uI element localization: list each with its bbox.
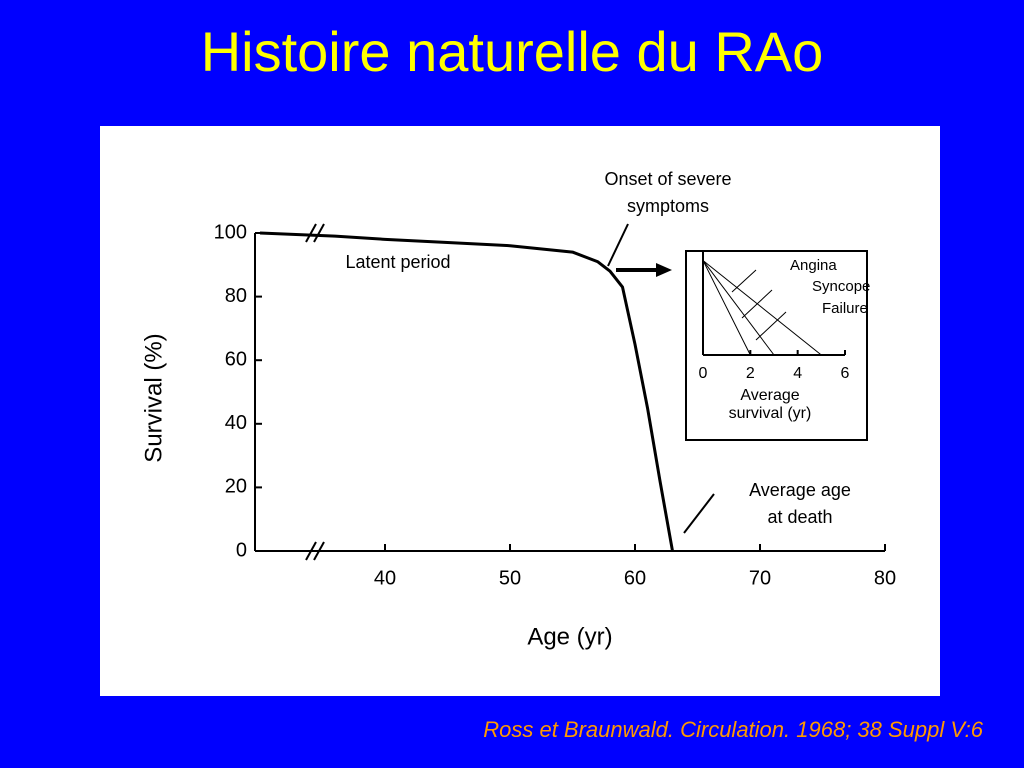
annotation: Average age (749, 480, 851, 500)
data-line (702, 260, 822, 356)
citation: Ross et Braunwald. Circulation. 1968; 38… (483, 717, 984, 742)
series-label: Angina (790, 257, 837, 274)
annotation-pointer (683, 493, 715, 534)
y-tick-label: 60 (225, 348, 247, 370)
x-tick-label: 60 (624, 567, 646, 589)
y-axis-label: Survival (%) (140, 333, 167, 462)
data-line (259, 231, 674, 552)
annotation: at death (767, 507, 832, 527)
x-tick-label: 40 (374, 567, 396, 589)
inset-box (685, 250, 868, 441)
data-line (702, 260, 775, 356)
annotation: Onset of severe (604, 169, 731, 189)
x-axis-label: Age (yr) (527, 623, 612, 650)
y-tick-label: 0 (236, 539, 247, 561)
x-tick-label: 70 (749, 567, 771, 589)
x-tick-label: 0 (699, 365, 708, 382)
x-axis-label: Average (740, 387, 799, 404)
series-label: Failure (822, 300, 868, 317)
y-tick-label: 100 (214, 221, 247, 243)
x-tick-label: 50 (499, 567, 521, 589)
x-tick-label: 6 (841, 365, 850, 382)
y-tick-label: 20 (225, 476, 247, 498)
x-tick-label: 80 (874, 567, 896, 589)
x-tick-label: 2 (746, 365, 755, 382)
annotation: symptoms (627, 196, 709, 216)
arrow-head (656, 263, 672, 277)
x-tick-label: 4 (793, 365, 802, 382)
series-label: Syncope (812, 278, 870, 295)
y-tick-label: 40 (225, 412, 247, 434)
slide-title: Histoire naturelle du RAo (201, 20, 824, 83)
annotation: Latent period (345, 252, 450, 272)
y-tick-label: 80 (225, 285, 247, 307)
annotation-pointer (607, 223, 629, 267)
x-axis-label: survival (yr) (729, 405, 812, 422)
data-line (702, 260, 751, 356)
